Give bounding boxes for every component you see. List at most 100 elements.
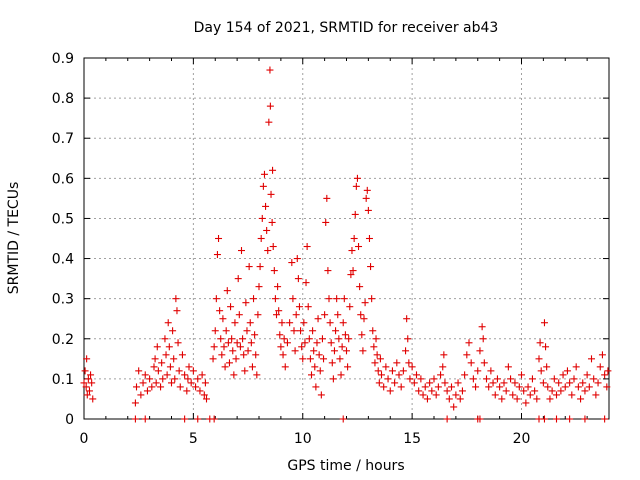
data-point — [326, 319, 334, 327]
data-point — [557, 387, 565, 395]
data-point — [489, 379, 497, 387]
data-point — [536, 339, 544, 347]
data-point — [168, 379, 175, 387]
data-point — [297, 327, 305, 335]
data-point — [82, 383, 90, 391]
data-point — [553, 391, 560, 399]
plot-frame — [83, 57, 610, 420]
data-point — [80, 379, 88, 387]
data-point — [368, 295, 376, 303]
data-point — [476, 415, 484, 423]
data-point — [194, 375, 202, 383]
y-tick-label: 0 — [65, 412, 74, 428]
data-point — [178, 351, 186, 359]
data-point — [566, 415, 574, 423]
data-point — [391, 379, 399, 387]
data-point — [346, 303, 354, 311]
data-point — [594, 379, 602, 387]
data-point — [196, 387, 204, 395]
data-point — [373, 351, 381, 359]
data-point — [352, 182, 360, 190]
data-point — [277, 343, 285, 351]
data-point — [386, 387, 394, 395]
data-point — [269, 243, 277, 251]
data-point — [310, 347, 318, 355]
data-point — [348, 247, 356, 255]
data-point — [566, 379, 574, 387]
tick-labels: 0 0.1 0.2 0.3 0.4 0.5 0.6 0.7 0.8 0.9 0 5 10 15 20 — [52, 51, 531, 447]
data-point — [426, 379, 434, 387]
data-point — [210, 415, 218, 423]
data-point — [563, 367, 571, 375]
data-point — [365, 235, 373, 242]
data-point — [163, 371, 171, 379]
data-point — [281, 363, 289, 371]
data-point — [592, 391, 600, 399]
data-point — [257, 235, 265, 242]
data-point — [308, 371, 315, 379]
data-point — [483, 375, 490, 383]
data-point — [267, 190, 275, 198]
data-point — [234, 275, 242, 283]
data-point — [317, 391, 325, 399]
data-point — [493, 375, 501, 383]
data-point — [378, 371, 385, 379]
data-point — [456, 395, 464, 403]
y-axis-label: SRMTID / TECUs — [6, 182, 22, 295]
data-point — [203, 395, 210, 403]
data-point — [408, 363, 416, 371]
data-point — [329, 375, 337, 383]
data-point — [359, 347, 367, 355]
data-point — [467, 359, 475, 367]
data-point — [384, 375, 392, 383]
data-point — [443, 415, 451, 423]
data-point — [581, 387, 589, 395]
data-point — [187, 379, 195, 387]
data-point — [337, 371, 345, 379]
data-point — [338, 343, 346, 351]
data-point — [84, 375, 92, 383]
data-point — [275, 307, 283, 315]
data-point — [83, 391, 91, 399]
data-point — [269, 166, 277, 174]
data-point — [598, 351, 606, 359]
data-point — [314, 315, 322, 323]
data-point — [397, 383, 405, 391]
data-point — [496, 383, 504, 391]
axis-ticks — [83, 57, 610, 420]
data-point — [417, 375, 425, 383]
data-point — [151, 355, 159, 363]
data-point — [328, 359, 336, 367]
data-point — [304, 303, 312, 311]
data-point — [225, 359, 233, 367]
data-point — [430, 375, 438, 383]
data-point — [504, 363, 512, 371]
data-point — [413, 371, 420, 379]
data-point — [405, 359, 413, 367]
data-point — [238, 247, 245, 255]
data-point — [200, 391, 208, 399]
data-point — [355, 243, 363, 251]
data-point — [183, 387, 191, 395]
data-point — [150, 363, 158, 371]
data-point — [376, 355, 384, 363]
data-point — [252, 351, 260, 359]
data-point — [356, 283, 364, 291]
data-point — [581, 415, 589, 423]
data-point — [270, 267, 278, 275]
data-point — [236, 343, 244, 351]
data-point — [399, 367, 407, 375]
data-point — [577, 395, 585, 403]
data-point — [89, 395, 97, 403]
data-point — [242, 299, 250, 307]
data-point — [349, 267, 357, 275]
data-point — [312, 383, 320, 391]
data-point — [361, 299, 369, 307]
data-point — [327, 339, 335, 347]
data-point — [131, 399, 139, 407]
data-point — [465, 339, 473, 347]
data-point — [393, 359, 401, 367]
y-tick-label: 0.2 — [52, 332, 74, 348]
data-point — [539, 379, 547, 387]
data-point — [439, 363, 447, 371]
